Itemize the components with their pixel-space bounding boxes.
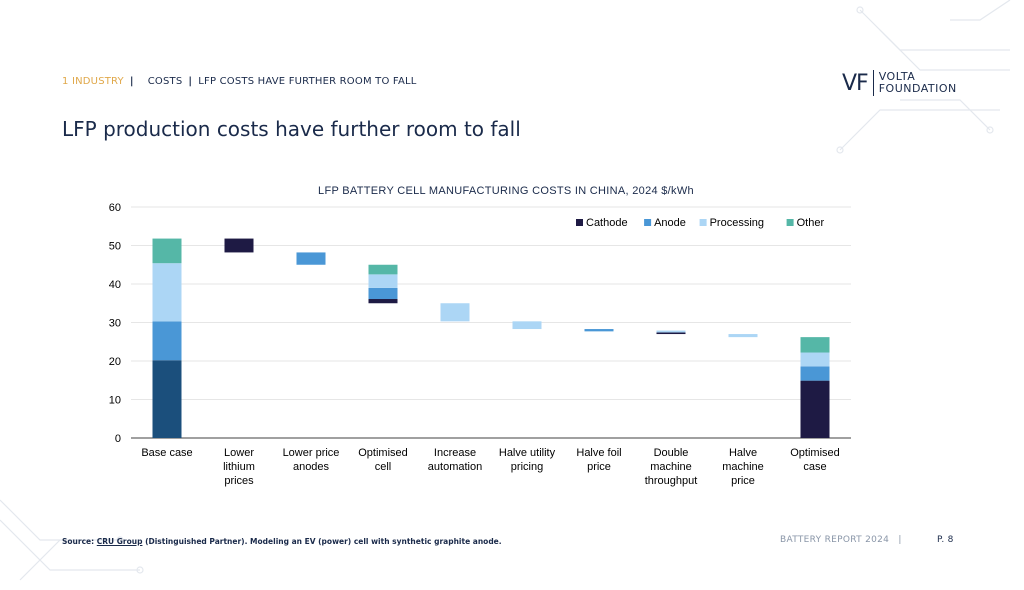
x-tick-label: Lower lithium prices — [223, 447, 255, 487]
x-tick-label: Halve foil price — [576, 447, 621, 473]
x-tick-label: Double machine throughput — [645, 447, 698, 487]
x-tick-label: Halve utility pricing — [499, 447, 556, 473]
breadcrumb: 1 INDUSTRY | COSTS | LFP COSTS HAVE FURTHER … — [62, 76, 417, 87]
bar-segment-processing — [440, 303, 470, 322]
source-link[interactable]: CRU Group — [96, 537, 143, 546]
logo-mark: VF — [842, 70, 869, 96]
breadcrumb-separator: | — [129, 76, 134, 87]
source-prefix: Source: — [62, 537, 97, 546]
volta-foundation-logo: VF VOLTA FOUNDATION — [842, 70, 957, 96]
x-tick-label: Optimised case — [790, 447, 840, 473]
logo-name-line1: VOLTA — [878, 70, 916, 83]
footer-separator: | — [898, 535, 902, 545]
y-tick-label: 0 — [115, 433, 121, 445]
x-tick-label: Lower price anodes — [283, 447, 340, 473]
legend-label-processing: Processing — [710, 217, 764, 229]
bar-segment-processing — [800, 352, 830, 367]
y-tick-label: 40 — [109, 279, 121, 291]
bar-segment-anode — [800, 366, 830, 381]
breadcrumb-section: 1 INDUSTRY — [62, 76, 124, 87]
y-tick-label: 60 — [109, 202, 121, 214]
bar-segment-cathode — [656, 332, 686, 335]
bar-segment-processing — [656, 330, 686, 333]
legend-swatch-processing — [699, 219, 707, 226]
x-tick-label: Halve machine price — [722, 447, 764, 487]
legend-swatch-other — [786, 219, 794, 226]
bar-segment-processing — [152, 263, 182, 322]
legend-swatch-anode — [644, 219, 652, 226]
source-note: Source: CRU Group (Distinguished Partner… — [62, 537, 502, 546]
source-suffix: (Distinguished Partner). Modeling an EV … — [142, 537, 502, 546]
logo-name: VOLTA FOUNDATION — [879, 71, 957, 95]
bar-segment-other — [152, 238, 182, 264]
legend-label-other: Other — [797, 217, 825, 229]
bar-segment-cathode — [152, 360, 182, 438]
bar-segment-anode — [296, 252, 326, 265]
y-tick-label: 20 — [109, 356, 121, 368]
bar-segment-processing — [368, 274, 398, 288]
footer-report: BATTERY REPORT 2024 | — [780, 535, 902, 545]
y-tick-label: 10 — [109, 395, 121, 407]
bar-segment-anode — [368, 287, 398, 300]
bar-segment-anode — [152, 321, 182, 361]
page-title: LFP production costs have further room t… — [62, 117, 521, 141]
bar-segment-other — [368, 264, 398, 275]
bar-segment-cathode — [368, 299, 398, 304]
bar-segment-anode — [584, 329, 614, 332]
legend-swatch-cathode — [576, 219, 583, 226]
y-tick-label: 50 — [109, 241, 121, 253]
x-tick-label: Increase automation — [428, 447, 482, 473]
bar-segment-cathode — [224, 238, 254, 253]
y-tick-label: 30 — [109, 318, 121, 330]
bar-segment-processing — [512, 321, 542, 330]
legend-label-anode: Anode — [654, 217, 686, 229]
breadcrumb-topic: COSTS — [147, 76, 183, 87]
bar-segment-cathode — [800, 380, 830, 438]
footer-report-name: BATTERY REPORT 2024 — [780, 535, 890, 545]
bar-segment-other — [800, 337, 830, 353]
legend-label-cathode: Cathode — [586, 217, 628, 229]
breadcrumb-subtopic: LFP COSTS HAVE FURTHER ROOM TO FALL — [198, 76, 417, 87]
page-number: P. 8 — [937, 535, 954, 545]
bar-segment-processing — [728, 334, 758, 338]
x-tick-label: Base case — [141, 447, 192, 459]
logo-divider — [872, 70, 874, 96]
logo-name-line2: FOUNDATION — [878, 82, 957, 95]
breadcrumb-separator-2: | — [188, 76, 193, 87]
x-tick-label: Optimised cell — [358, 447, 408, 473]
chart-title: LFP BATTERY CELL MANUFACTURING COSTS IN … — [318, 185, 694, 197]
